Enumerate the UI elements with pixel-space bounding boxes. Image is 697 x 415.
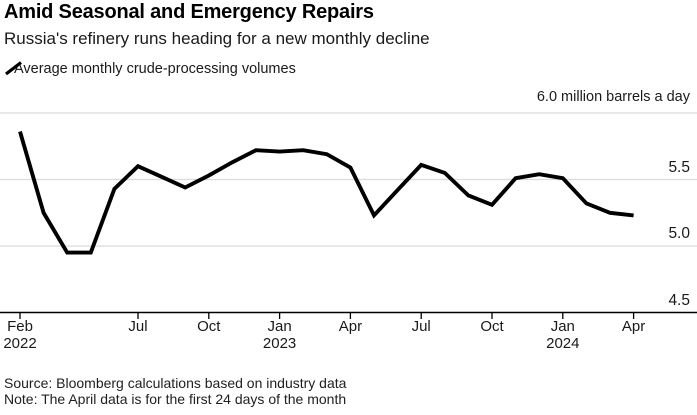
x-tick-label: Oct	[197, 318, 221, 335]
x-tick-label: Jan 2024	[531, 318, 595, 352]
data-note: Note: The April data is for the first 24…	[4, 391, 347, 407]
x-tick-label: Feb 2022	[0, 318, 52, 352]
x-tick-label: Apr	[621, 318, 646, 335]
data-line	[18, 131, 634, 255]
plot-area	[0, 112, 697, 319]
x-tick-year-label: 2024	[546, 335, 580, 352]
legend: Average monthly crude-processing volumes	[5, 61, 296, 77]
x-tick-label: Jul	[128, 318, 148, 335]
chart-title: Amid Seasonal and Emergency Repairs	[4, 1, 374, 23]
x-tick-year-label: 2023	[262, 335, 297, 352]
x-tick-year-label: 2022	[3, 335, 37, 352]
y-axis-unit-label: 6.0 million barrels a day	[536, 89, 690, 105]
y-tick-label: 5.0	[668, 225, 690, 242]
y-tick-label: 5.5	[668, 158, 690, 176]
x-tick-label: Apr	[338, 318, 363, 335]
x-tick-label: Jan 2023	[248, 318, 312, 352]
chart-subtitle: Russia's refinery runs heading for a new…	[4, 29, 430, 48]
x-tick-label: Oct	[480, 318, 504, 335]
source-note: Source: Bloomberg calculations based on …	[4, 375, 347, 391]
x-tick-label: Jul	[411, 318, 431, 335]
legend-label: Average monthly crude-processing volumes	[14, 61, 296, 77]
y-tick-label: 4.5	[668, 291, 690, 309]
